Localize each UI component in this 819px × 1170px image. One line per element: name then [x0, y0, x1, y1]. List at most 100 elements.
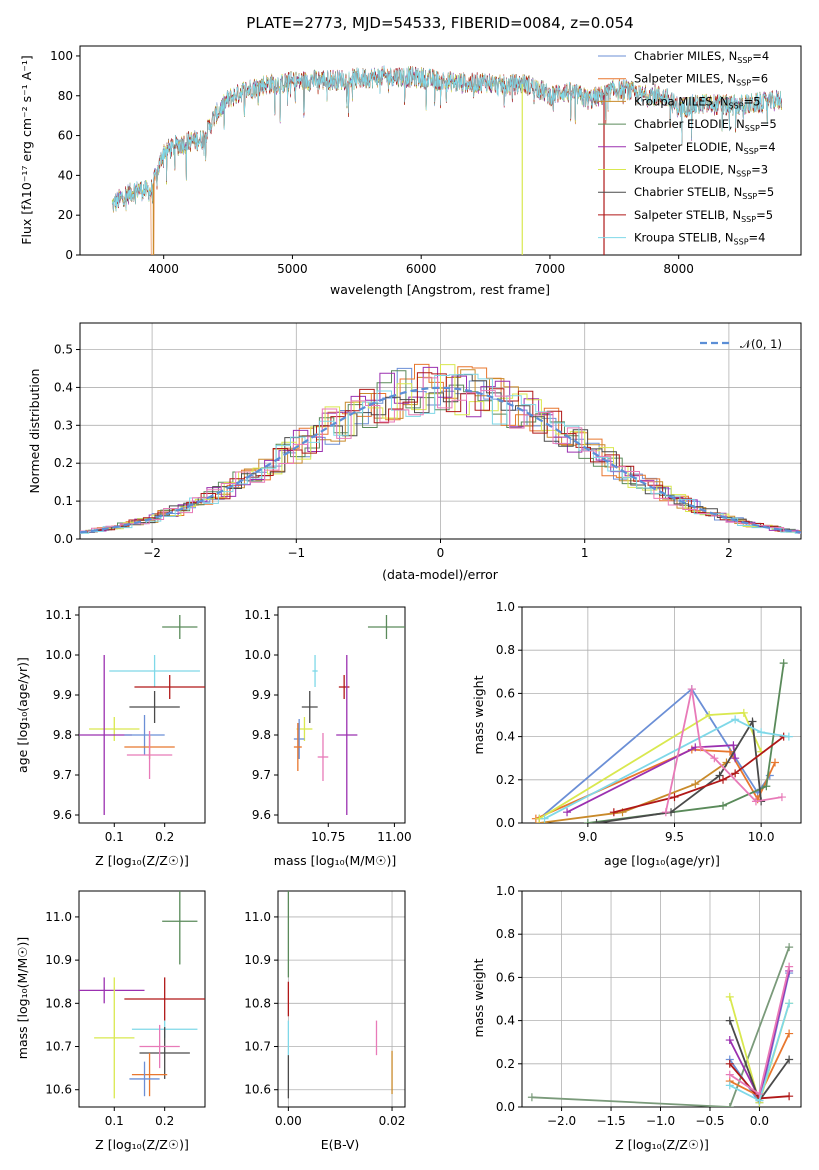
weight-age-series-line: [539, 761, 728, 823]
weight-z-point-marker: [785, 1029, 794, 1038]
weight-z-ytick-label: 0.2: [496, 1057, 515, 1071]
weight-age-frame: [521, 606, 802, 824]
age-z-xtick-label: 0.2: [155, 830, 174, 844]
spectrum-ytick-label: 20: [58, 208, 73, 222]
spectrum-ytick-label: 60: [58, 129, 73, 143]
weight-age-point-marker: [731, 715, 740, 724]
age-vs-z-panel: 0.1 0.2 9.6 9.7 9.8 9.9 10.0 10.1: [45, 606, 206, 844]
p4-ylabel: mass [log₁₀(M/M☉)]: [15, 937, 30, 1059]
spectrum-xtick-label: 8000: [663, 262, 694, 276]
residual-xtick-label: 1: [581, 546, 589, 560]
mass-vs-z-panel: 0.1 0.2 10.6 10.7 10.8 10.9 11.0: [45, 890, 206, 1128]
spectrum-xlabel: wavelength [Angstrom, rest frame]: [330, 282, 550, 297]
p3-xlabel: age [log₁₀(age/yr)]: [604, 853, 720, 868]
spectrum-ytick-label: 100: [50, 49, 73, 63]
age-z-ytick-label: 10.0: [45, 648, 72, 662]
weight-age-point-marker: [661, 808, 670, 817]
p6-ylabel: mass weight: [471, 958, 486, 1037]
weight-z-point-marker: [785, 962, 794, 971]
age-mass-ytick-label: 9.8: [252, 728, 271, 742]
weight-z-frame: [521, 890, 802, 1108]
spectrum-legend-label: Kroupa MILES, NSSP=5: [634, 94, 760, 110]
residual-histogram-step: [80, 364, 801, 534]
weight-z-point-marker: [785, 1055, 794, 1064]
weight-age-series-line: [664, 688, 783, 813]
residual-histogram-step: [80, 377, 801, 534]
mass-z-ytick-label: 10.6: [45, 1083, 72, 1097]
weight-age-point-marker: [777, 793, 786, 802]
age-mass-xtick-label: 11.00: [377, 830, 411, 844]
weight-z-ytick-label: 1.0: [496, 884, 515, 898]
p5-xlabel: E(B-V): [321, 1137, 360, 1152]
mass-z-ytick-label: 10.7: [45, 1040, 72, 1054]
weight-age-point-marker: [757, 728, 766, 737]
age-z-ytick-label: 9.8: [53, 728, 72, 742]
residual-histogram: −2 −1 0 1 2 0.0 0.1 0.2 0.3 0.4 0.5: [54, 322, 802, 560]
weight-z-point-marker: [755, 1090, 764, 1099]
weight-z-point-marker: [527, 1093, 536, 1102]
weight-age-point-marker: [751, 797, 760, 806]
clip-spec-plot-area: [111, 65, 782, 255]
spectrum-legend-label: Kroupa ELODIE, NSSP=3: [634, 163, 768, 179]
age-mass-ytick-label: 9.7: [252, 768, 271, 782]
p6-xlabel: Z [log₁₀(Z/Z☉)]: [615, 1137, 709, 1152]
weight-age-xtick-label: 10.0: [748, 830, 775, 844]
mass-ebv-xtick-label: 0.00: [275, 1114, 302, 1128]
weight-z-xtick-label: −0.5: [695, 1114, 724, 1128]
spectrum-ytick-label: 40: [58, 168, 73, 182]
weight-age-point-marker: [762, 782, 771, 791]
weight-age-point-marker: [739, 708, 748, 717]
p1-xlabel: Z [log₁₀(Z/Z☉)]: [95, 853, 189, 868]
mass-z-xtick-label: 0.2: [155, 1114, 174, 1128]
weight-age-ytick-label: 0.6: [496, 686, 515, 700]
age-z-frame: [78, 606, 206, 824]
weight-z-ytick-label: 0.6: [496, 970, 515, 984]
mass-ebv-ytick-label: 10.8: [244, 996, 271, 1010]
weight-z-xtick-label: 0.0: [750, 1114, 769, 1128]
spectrum-xtick-label: 4000: [148, 262, 179, 276]
weight-age-point-marker: [710, 754, 719, 763]
age-mass-ytick-label: 9.6: [252, 808, 271, 822]
residual-ytick-label: 0.2: [54, 456, 73, 470]
weight-age-ytick-label: 0.8: [496, 643, 515, 657]
mass-vs-ebv-panel: 0.00 0.02 10.6 10.7 10.8 10.9 11.0: [244, 890, 406, 1128]
weight-age-point-marker: [592, 819, 601, 823]
weight-age-point-marker: [784, 732, 793, 741]
spectrum-title: PLATE=2773, MJD=54533, FIBERID=0084, z=0…: [246, 14, 633, 32]
spectrum-legend-label: Chabrier ELODIE, NSSP=5: [634, 117, 777, 133]
spectrum-legend-label: Chabrier STELIB, NSSP=5: [634, 185, 774, 201]
spectrum-legend-label: Kroupa STELIB, NSSP=4: [634, 231, 765, 247]
weight-z-point-marker: [785, 943, 794, 952]
spectrum-legend-label: Salpeter MILES, NSSP=6: [634, 72, 768, 88]
residual-histogram-step: [80, 366, 801, 533]
mass-ebv-frame: [277, 890, 406, 1108]
weight-z-ytick-label: 0.4: [496, 1014, 515, 1028]
weight-z-point-marker: [725, 1016, 734, 1025]
weight-age-point-marker: [771, 758, 780, 767]
weight-age-point-marker: [731, 754, 740, 763]
residual-ytick-label: 0.3: [54, 418, 73, 432]
weight-age-xtick-label: 9.0: [578, 830, 597, 844]
spectrum-xtick-label: 6000: [406, 262, 437, 276]
clip-weight-age-plot-area: [531, 659, 793, 823]
spectrum-ylabel: Flux [fλ10⁻¹⁷ erg cm⁻² s⁻¹ A⁻¹]: [19, 55, 34, 244]
weight-z-ytick-label: 0.0: [496, 1100, 515, 1114]
weight-z-xtick-label: −2.0: [547, 1114, 576, 1128]
weight-age-point-marker: [725, 747, 734, 756]
p1-ylabel: age [log₁₀(age/yr)]: [15, 657, 30, 773]
weight-vs-z-panel: −2.0 −1.5 −1.0 −0.5 0.0 0.0 0.2 0.4 0.6 0.8 1.0: [496, 884, 802, 1128]
age-mass-frame: [277, 606, 406, 824]
mass-ebv-ytick-label: 10.9: [244, 953, 271, 967]
residual-ylabel: Normed distribution: [27, 369, 42, 494]
spectrum-xtick-label: 5000: [277, 262, 308, 276]
mass-ebv-ytick-label: 11.0: [244, 910, 271, 924]
gaussian-curve: [80, 386, 801, 534]
age-mass-ytick-label: 9.9: [252, 688, 271, 702]
spectrum-plot: 4000 5000 6000 7000 8000 0 20 40 60 80 100 Chabrier…: [50, 45, 802, 276]
weight-z-series-line: [531, 946, 790, 1107]
p4-xlabel: Z [log₁₀(Z/Z☉)]: [95, 1137, 189, 1152]
residual-xtick-label: 0: [437, 546, 445, 560]
mass-ebv-ytick-label: 10.7: [244, 1040, 271, 1054]
clip-age-z-plot-area: [79, 615, 205, 815]
residual-xtick-label: −1: [287, 546, 305, 560]
